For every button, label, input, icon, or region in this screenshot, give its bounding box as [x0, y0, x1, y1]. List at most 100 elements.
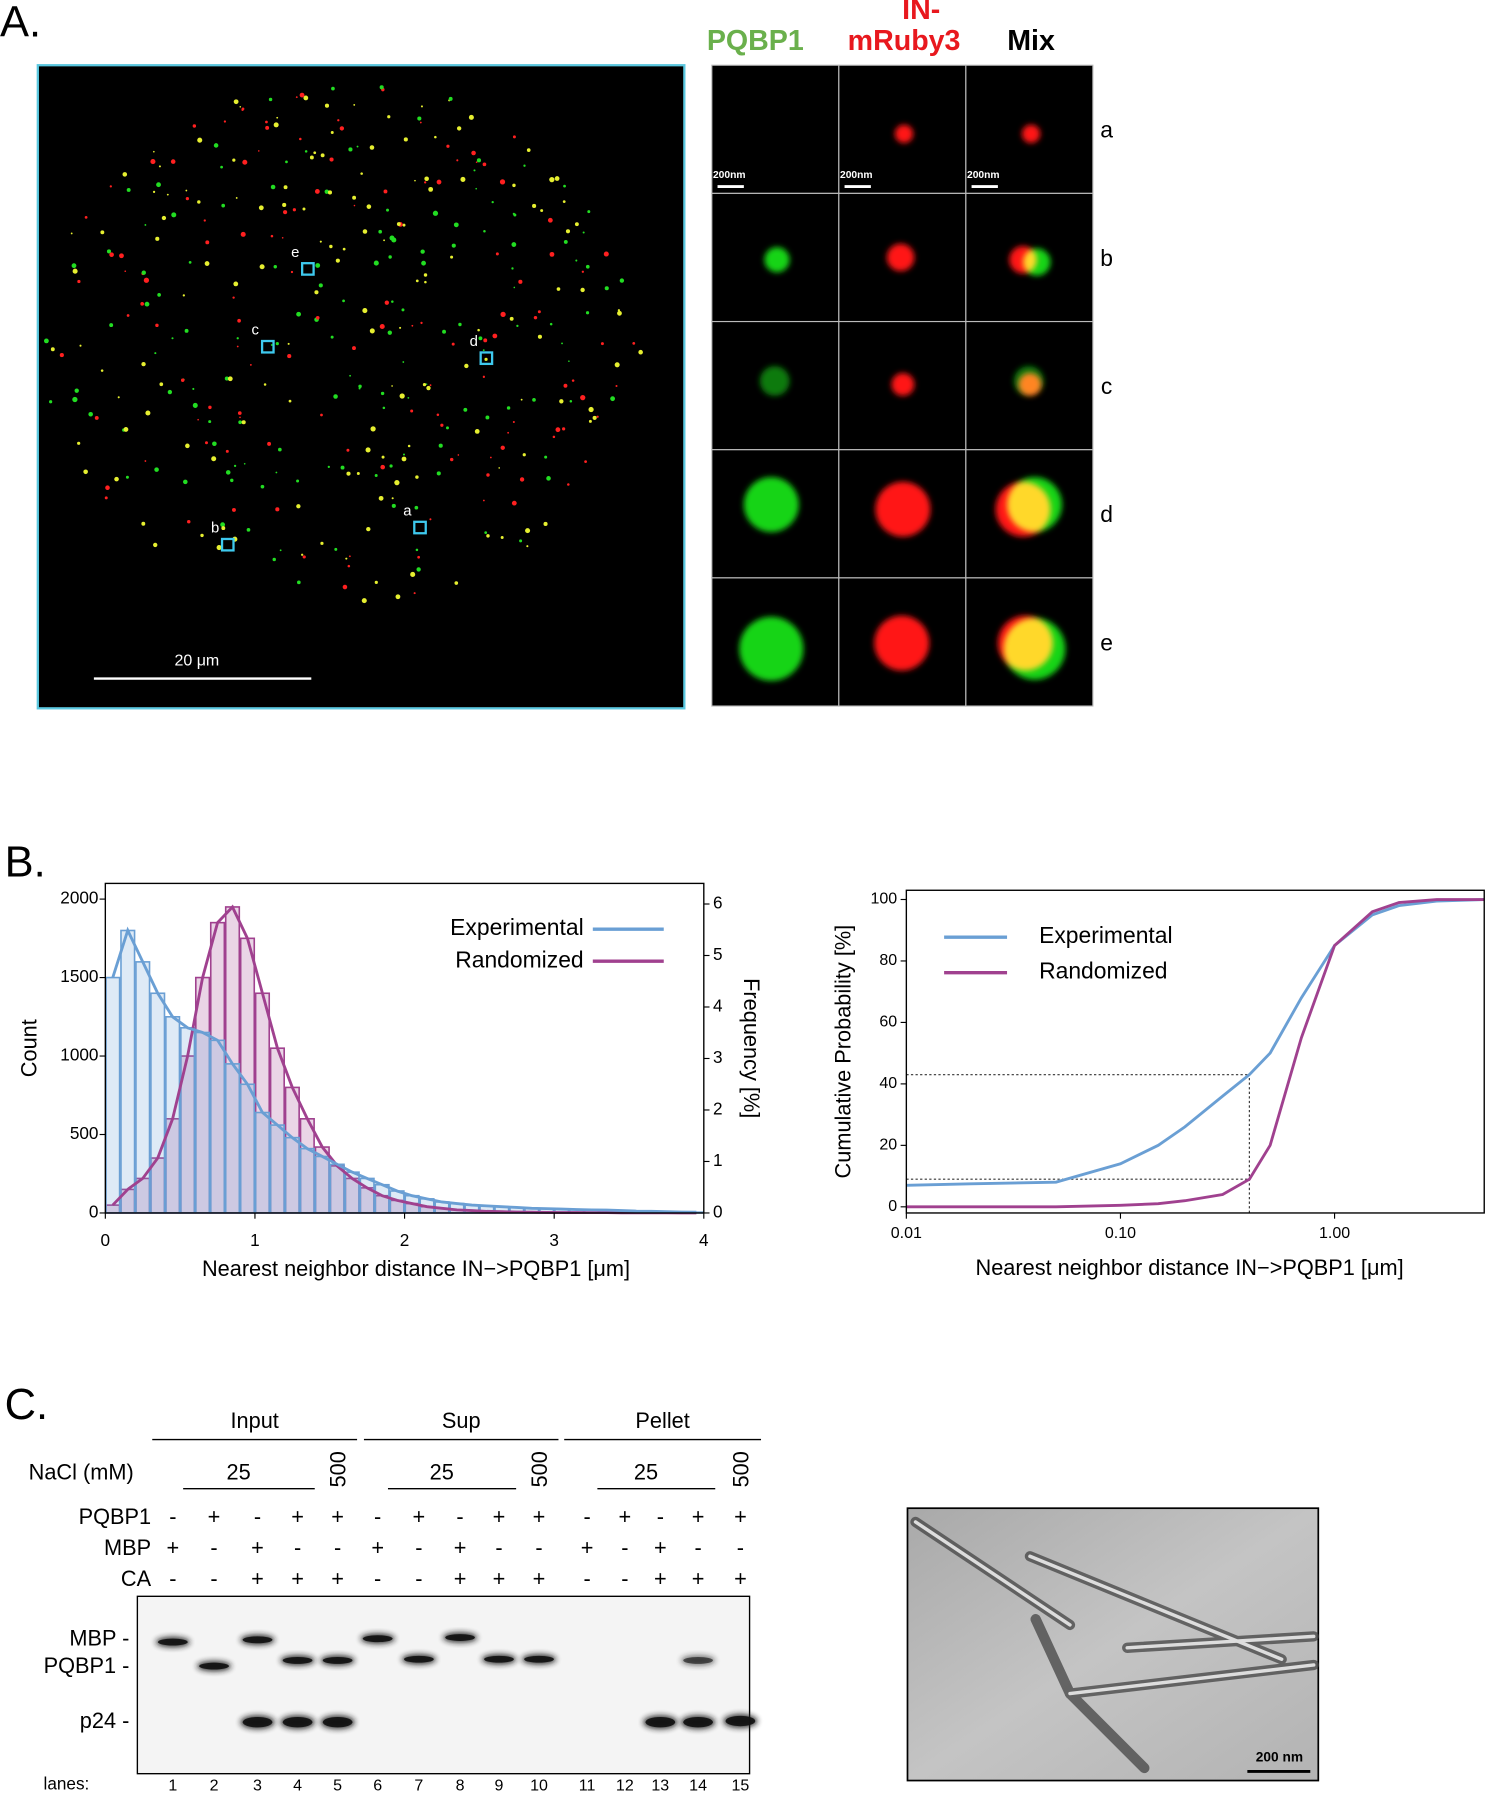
fluorescence-blob	[1003, 617, 1066, 680]
fluorescence-spot	[302, 555, 306, 559]
fluorescence-spot	[533, 315, 538, 320]
fluorescence-spot	[211, 456, 217, 462]
fluorescence-spot	[238, 420, 242, 425]
fluorescence-spot	[596, 415, 599, 418]
fluorescence-spot	[532, 203, 537, 209]
fluorescence-spot	[297, 580, 301, 585]
fluorescence-blob	[894, 124, 914, 144]
lane-number: 8	[456, 1777, 465, 1795]
x-tick-label: 3	[549, 1230, 559, 1250]
sign: +	[413, 1504, 426, 1529]
fluorescence-spot	[320, 541, 324, 545]
fluorescence-spot	[353, 104, 356, 106]
fluorescence-spot	[270, 184, 276, 190]
legend-label: Randomized	[1039, 958, 1167, 984]
fluorescence-spot	[475, 187, 478, 190]
fluorescence-spot	[303, 95, 309, 101]
fluorescence-spot	[204, 441, 208, 445]
fluorescence-spot	[123, 427, 129, 432]
fluorescence-spot	[422, 383, 427, 387]
fluorescence-spot	[511, 242, 517, 247]
histogram-bar	[299, 1147, 315, 1214]
fluorescence-spot	[486, 473, 490, 477]
fluorescence-spot	[361, 598, 367, 604]
fluorescence-spot	[224, 376, 229, 381]
fluorescence-spot	[568, 360, 570, 362]
fluorescence-spot	[500, 445, 505, 450]
row-label: a	[1100, 117, 1113, 143]
fluorescence-spot	[563, 184, 566, 188]
fluorescence-spot	[519, 477, 525, 482]
fluorescence-spot	[185, 197, 189, 201]
fluorescence-spot	[243, 462, 246, 465]
x-tick-label: 4	[699, 1230, 709, 1250]
fluorescence-spot	[166, 193, 169, 196]
fluorescence-spot	[155, 236, 160, 241]
lane-number: 15	[732, 1777, 750, 1795]
fluorescence-spot	[335, 258, 340, 263]
fluorescence-spot	[402, 223, 406, 227]
fluorescence-spot	[156, 182, 161, 188]
fluorescence-spot	[451, 243, 456, 248]
fluorescence-spot	[242, 159, 248, 165]
sign: +	[692, 1504, 705, 1529]
histogram-bar	[239, 1083, 256, 1214]
fluorescence-spot	[513, 286, 516, 289]
lanes-label: lanes:	[44, 1774, 90, 1794]
fluorescence-spot	[235, 197, 238, 199]
fluorescence-spot	[484, 531, 488, 535]
legend-label: Randomized	[455, 946, 583, 972]
fluorescence-spot	[287, 342, 290, 345]
fluorescence-spot	[498, 467, 501, 469]
fluorescence-spot	[144, 301, 150, 307]
fluorescence-spot	[296, 479, 300, 483]
fluorescence-spot	[59, 353, 64, 358]
y-tick-label: 0	[89, 1202, 99, 1222]
fluorescence-spot	[279, 549, 282, 552]
fluorescence-spot	[296, 311, 302, 317]
fluorescence-spot	[296, 504, 301, 509]
fluorescence-spot	[410, 409, 414, 413]
fluorescence-spot	[278, 447, 282, 452]
fluorescence-spot	[424, 181, 427, 184]
salt-label: 500	[728, 1451, 753, 1487]
fluorescence-spot	[314, 290, 319, 295]
fluorescence-spot	[454, 581, 459, 585]
fluorescence-spot	[366, 526, 371, 532]
y-axis-title: Count	[17, 1019, 42, 1077]
sign: -	[694, 1535, 701, 1560]
fluorescence-spot	[153, 150, 155, 153]
fluorescence-spot	[77, 441, 81, 445]
fluorescence-spot	[474, 429, 480, 434]
fluorescence-spot	[362, 308, 368, 314]
fluorescence-spot	[458, 322, 462, 327]
fluorescence-spot	[562, 200, 566, 204]
fluorescence-spot	[220, 165, 223, 169]
fluorescence-spot	[407, 396, 410, 399]
fluorescence-spot	[464, 363, 469, 369]
fluorescence-spot	[348, 555, 351, 558]
fluorescence-spot	[330, 335, 334, 339]
fluorescence-spot	[388, 255, 392, 259]
fluorescence-spot	[603, 251, 609, 257]
fluorescence-spot	[276, 116, 279, 119]
fluorescence-spot	[446, 144, 450, 148]
fluorescence-spot	[246, 527, 251, 532]
fluorescence-spot	[549, 251, 555, 257]
fluorescence-spot	[638, 349, 643, 355]
fluorescence-spot	[370, 426, 376, 432]
fluorescence-blob	[874, 615, 930, 671]
lane-number: 4	[293, 1777, 302, 1795]
gel-band-core	[322, 1656, 353, 1664]
fluorescence-spot	[407, 444, 411, 448]
fluorescence-spot	[270, 234, 274, 238]
fluorescence-spot	[109, 323, 114, 328]
fluorescence-spot	[614, 362, 620, 368]
fluorescence-spot	[329, 244, 333, 249]
fluorescence-spot	[482, 162, 487, 167]
fluorescence-spot	[365, 447, 371, 453]
fluorescence-spot	[281, 236, 284, 239]
fluorescence-spot	[184, 328, 189, 333]
group-label: Sup	[442, 1408, 481, 1433]
fluorescence-spot	[282, 202, 287, 208]
